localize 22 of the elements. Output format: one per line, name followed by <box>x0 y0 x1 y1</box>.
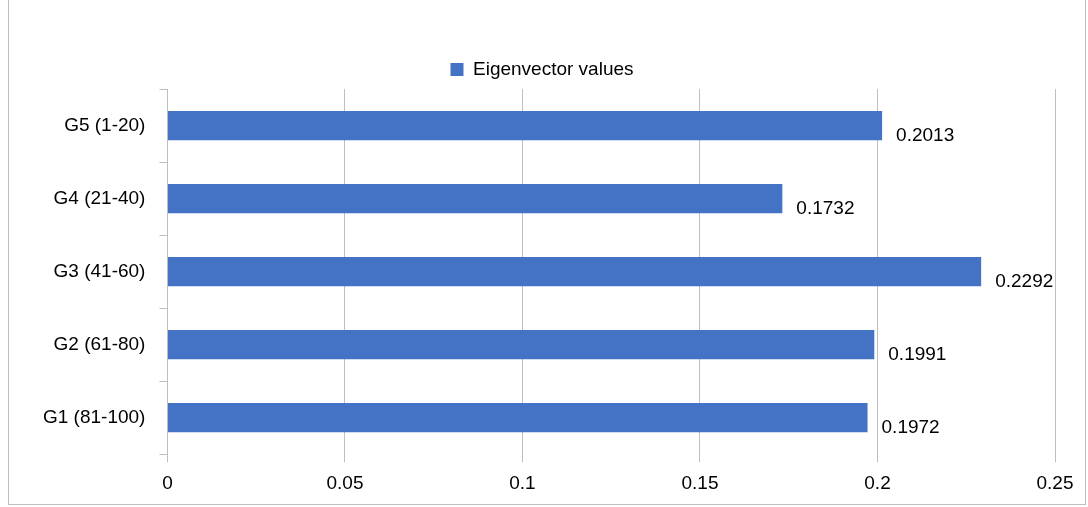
x-tick-label: 0.25 <box>1036 471 1074 493</box>
bar <box>167 183 783 214</box>
data-label: 0.2013 <box>896 123 955 145</box>
y-tick-label: G5 (1-20) <box>64 113 146 135</box>
y-tick-label: G2 (61-80) <box>53 332 146 354</box>
bar <box>167 110 883 141</box>
data-label: 0.2292 <box>995 269 1054 291</box>
bar <box>167 403 868 433</box>
x-tick-label: 0 <box>162 471 173 493</box>
data-label: 0.1732 <box>796 196 855 218</box>
bar <box>167 256 982 287</box>
y-tick-label: G3 (41-60) <box>53 259 146 281</box>
bar <box>167 330 875 360</box>
x-tick-label: 0.15 <box>681 471 719 493</box>
data-label: 0.1972 <box>881 415 940 437</box>
x-tick-label: 0.2 <box>864 471 891 493</box>
x-tick-label: 0.1 <box>509 471 536 493</box>
data-label: 0.1991 <box>888 342 947 364</box>
y-tick-label: G4 (21-40) <box>53 186 146 208</box>
x-tick-label: 0.05 <box>326 471 364 493</box>
legend-label: Eigenvector values <box>472 57 634 79</box>
y-tick-label: G1 (81-100) <box>42 405 146 427</box>
